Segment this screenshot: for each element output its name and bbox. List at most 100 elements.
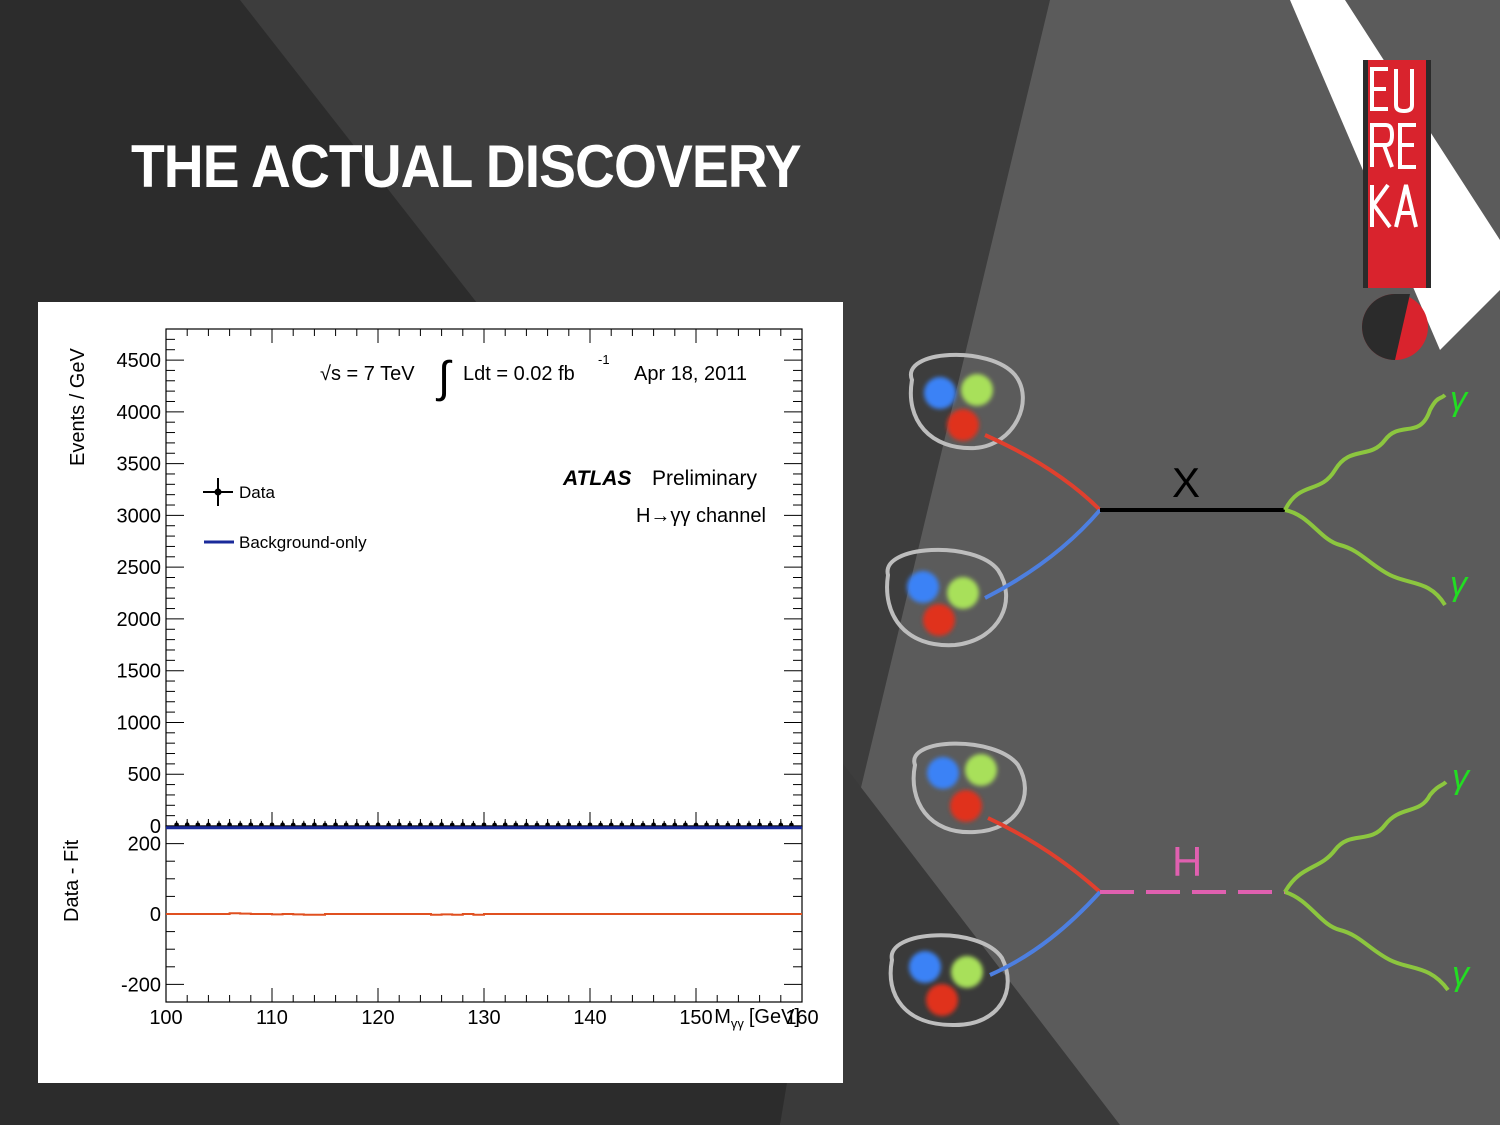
atlas-label: ATLAS (562, 467, 631, 490)
channel-label: H→γγ channel (636, 505, 766, 527)
y-tick-label-top: 2500 (117, 557, 162, 579)
legend-data-label: Data (239, 483, 275, 502)
data-point (396, 822, 402, 828)
residual-line (166, 912, 802, 916)
data-point (619, 822, 625, 828)
data-point (566, 822, 572, 828)
data-point (343, 822, 349, 828)
data-point (174, 822, 179, 828)
x-tick-label: 150 (679, 1007, 712, 1029)
data-point (693, 822, 699, 828)
top-y-tick-labels: 0 500 1000 1500 2000 2500 3000 3500 4000 4500 (117, 350, 162, 838)
x-tick-label: 140 (573, 1007, 606, 1029)
data-point (184, 822, 190, 827)
x-axis-label: Mγγ [GeV] (714, 1006, 800, 1031)
y-tick-label-top: 3000 (117, 505, 162, 527)
data-point (280, 822, 285, 827)
data-point (227, 822, 232, 827)
data-point (248, 822, 254, 828)
y-tick-label-top: 1500 (117, 661, 162, 683)
data-point (449, 822, 455, 828)
data-point (492, 822, 497, 828)
data-point (290, 822, 296, 828)
bottom-y-axis-label: Data - Fit (61, 839, 83, 922)
data-point (555, 822, 561, 828)
y-tick-label-bottom: -200 (121, 974, 161, 996)
x-tick-label: 100 (149, 1007, 182, 1029)
data-point (545, 822, 550, 828)
data-point (312, 822, 317, 828)
top-y-axis-label: Events / GeV (67, 348, 89, 466)
data-point (661, 822, 667, 828)
data-point (216, 822, 222, 828)
axis-ticks (165, 328, 803, 1003)
date-label: Apr 18, 2011 (634, 363, 747, 385)
data-point (502, 822, 508, 828)
data-point (481, 822, 487, 828)
data-point (757, 822, 762, 828)
x-tick-label: 110 (256, 1007, 288, 1029)
data-point (587, 822, 593, 828)
data-point (206, 822, 211, 828)
data-point (725, 822, 731, 828)
data-point (598, 822, 603, 828)
data-point (471, 822, 476, 828)
data-point (322, 822, 328, 828)
y-tick-label-top: 4500 (117, 350, 162, 372)
data-point (683, 822, 688, 828)
data-point (354, 822, 360, 828)
x-tick-label: 130 (467, 1007, 500, 1029)
y-tick-label-top: 500 (128, 764, 161, 786)
y-tick-label-top: 1000 (117, 712, 162, 734)
data-point (460, 822, 466, 828)
data-point (767, 822, 773, 828)
data-point (651, 822, 656, 828)
bottom-y-tick-labels: -200 0 200 (121, 834, 161, 997)
data-point (301, 822, 307, 828)
residual-layer (166, 912, 802, 916)
data-point (407, 822, 413, 828)
data-point (789, 822, 794, 828)
x-tick-labels: 100 110 120 130 140 150 160 (149, 1007, 818, 1029)
data-point (513, 822, 519, 828)
y-tick-label-top: 4000 (117, 402, 162, 424)
x-tick-label: 160 (785, 1007, 818, 1029)
y-tick-label-top: 2000 (117, 609, 162, 631)
legend-data-marker-dot (214, 488, 222, 496)
y-tick-label-bottom: 0 (150, 904, 161, 926)
integral-sign: ∫ (435, 353, 453, 402)
data-point (640, 822, 646, 828)
atlas-chart: 0 500 1000 1500 2000 2500 3000 3500 4000 4500 -20… (61, 328, 819, 1031)
data-point (375, 822, 381, 827)
y-tick-label-bottom: 200 (128, 834, 161, 856)
data-point (195, 822, 201, 828)
lumi-exponent: -1 (598, 352, 610, 367)
data-point (704, 822, 709, 828)
data-point (534, 822, 540, 828)
data-point (439, 822, 444, 827)
data-point (524, 822, 529, 828)
legend-background-label: Background-only (239, 533, 367, 552)
top-plot-frame (165, 328, 803, 827)
y-tick-label-top: 3500 (117, 454, 162, 476)
legend: Data Background-only (203, 478, 367, 552)
data-point (608, 822, 614, 828)
data-point (269, 822, 275, 828)
data-point (630, 822, 635, 828)
data-point (365, 822, 370, 828)
data-point (714, 822, 720, 828)
slide-title: THE ACTUAL DISCOVERY (131, 133, 802, 200)
eureka-logo (1362, 60, 1431, 360)
lumi-label: Ldt = 0.02 fb (463, 363, 575, 385)
data-point (237, 822, 243, 828)
x-tick-label: 120 (361, 1007, 394, 1029)
atlas-chart-panel: 0 500 1000 1500 2000 2500 3000 3500 4000 4500 -20… (38, 302, 843, 1083)
data-point (746, 822, 752, 828)
data-point (259, 822, 264, 828)
data-point (778, 822, 784, 828)
data-point (672, 822, 678, 828)
x-axis-label-unit: [GeV] (749, 1006, 800, 1028)
data-point (418, 822, 423, 828)
preliminary-label: Preliminary (652, 467, 758, 490)
x-axis-label-main: M (714, 1006, 731, 1028)
